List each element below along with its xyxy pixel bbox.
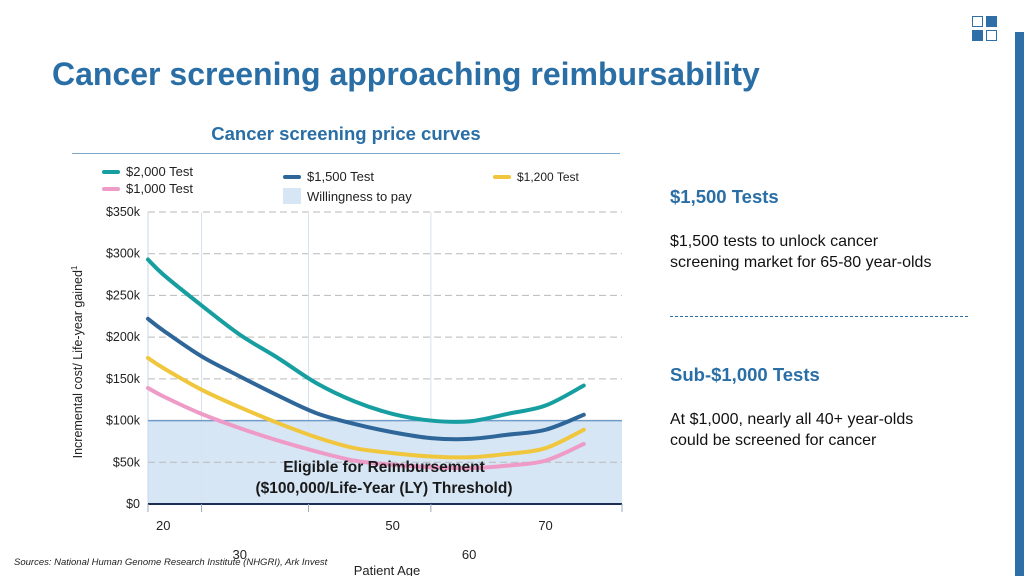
legend-label-1000: $1,000 Test bbox=[126, 181, 193, 196]
chart-title: Cancer screening price curves bbox=[211, 123, 481, 144]
legend-item-1200: $1,200 Test bbox=[493, 170, 579, 184]
x-axis-title: Patient Age bbox=[354, 563, 421, 576]
y-tick-label: $150k bbox=[106, 372, 141, 386]
panel-heading-sub1000: Sub-$1,000 Tests bbox=[670, 364, 820, 385]
panel-text-1500: $1,500 tests to unlock cancer screening … bbox=[670, 233, 932, 271]
legend-label-willingness: Willingness to pay bbox=[307, 188, 412, 204]
legend-label-2000: $2,000 Test bbox=[126, 164, 193, 179]
series-line-2 bbox=[146, 356, 586, 460]
legend-swatch-1500 bbox=[283, 174, 301, 179]
x-tick-label: 60 bbox=[462, 547, 476, 562]
legend-swatch-willingness bbox=[283, 188, 301, 204]
x-tick-label: 50 bbox=[385, 518, 399, 533]
y-tick-label: $300k bbox=[106, 247, 141, 261]
series-line-0 bbox=[146, 257, 586, 424]
source-note: Sources: National Human Genome Research … bbox=[14, 557, 328, 568]
legend-label-1200: $1,200 Test bbox=[517, 170, 579, 184]
legend-swatch-1200 bbox=[493, 175, 511, 179]
legend-item-1000: $1,000 Test bbox=[102, 181, 193, 196]
annotation-line1: Eligible for Reimbursement bbox=[283, 459, 485, 476]
right-accent-bar bbox=[1015, 32, 1024, 576]
y-tick-label: $350k bbox=[106, 205, 141, 219]
panel-heading-1500: $1,500 Tests bbox=[670, 186, 779, 207]
x-tick-label: 70 bbox=[538, 518, 552, 533]
y-tick-label: $50k bbox=[113, 455, 141, 469]
y-tick-label: $0 bbox=[126, 497, 140, 511]
y-tick-label: $100k bbox=[106, 414, 141, 428]
squares-grid-logo-icon bbox=[972, 16, 1000, 44]
y-tick-label: $200k bbox=[106, 330, 141, 344]
panel-divider bbox=[670, 316, 968, 317]
y-tick-labels: $0 $50k $100k $150k $200k $250k $300k $350k bbox=[106, 205, 141, 511]
chart-series bbox=[146, 257, 586, 471]
legend-swatch-2000 bbox=[102, 169, 120, 174]
panel-text-sub1000: At $1,000, nearly all 40+ year-olds coul… bbox=[670, 411, 914, 449]
y-tick-label: $250k bbox=[106, 288, 141, 302]
legend-item-1500: $1,500 Test bbox=[283, 169, 374, 184]
series-line-3 bbox=[146, 386, 586, 471]
y-axis-title-text: Incremental cost/ Life-year gained bbox=[71, 270, 85, 458]
x-tick-labels: 20 30 50 60 70 bbox=[147, 504, 623, 562]
legend-label-1500: $1,500 Test bbox=[307, 169, 374, 184]
x-tick-label: 30 bbox=[233, 547, 247, 562]
legend-item-willingness: Willingness to pay bbox=[283, 188, 412, 204]
x-tick-label: 20 bbox=[156, 518, 170, 533]
annotation-line2: ($100,000/Life-Year (LY) Threshold) bbox=[256, 480, 513, 497]
series-line-1 bbox=[146, 316, 586, 442]
legend-swatch-1000 bbox=[102, 186, 120, 191]
legend-item-2000: $2,000 Test bbox=[102, 164, 193, 179]
chart-title-rule bbox=[72, 153, 620, 154]
slide-title: Cancer screening approaching reimbursabi… bbox=[52, 56, 760, 92]
y-axis-title-superscript: 1 bbox=[70, 265, 79, 270]
y-axis-title: Incremental cost/ Life-year gained1 bbox=[70, 265, 85, 458]
